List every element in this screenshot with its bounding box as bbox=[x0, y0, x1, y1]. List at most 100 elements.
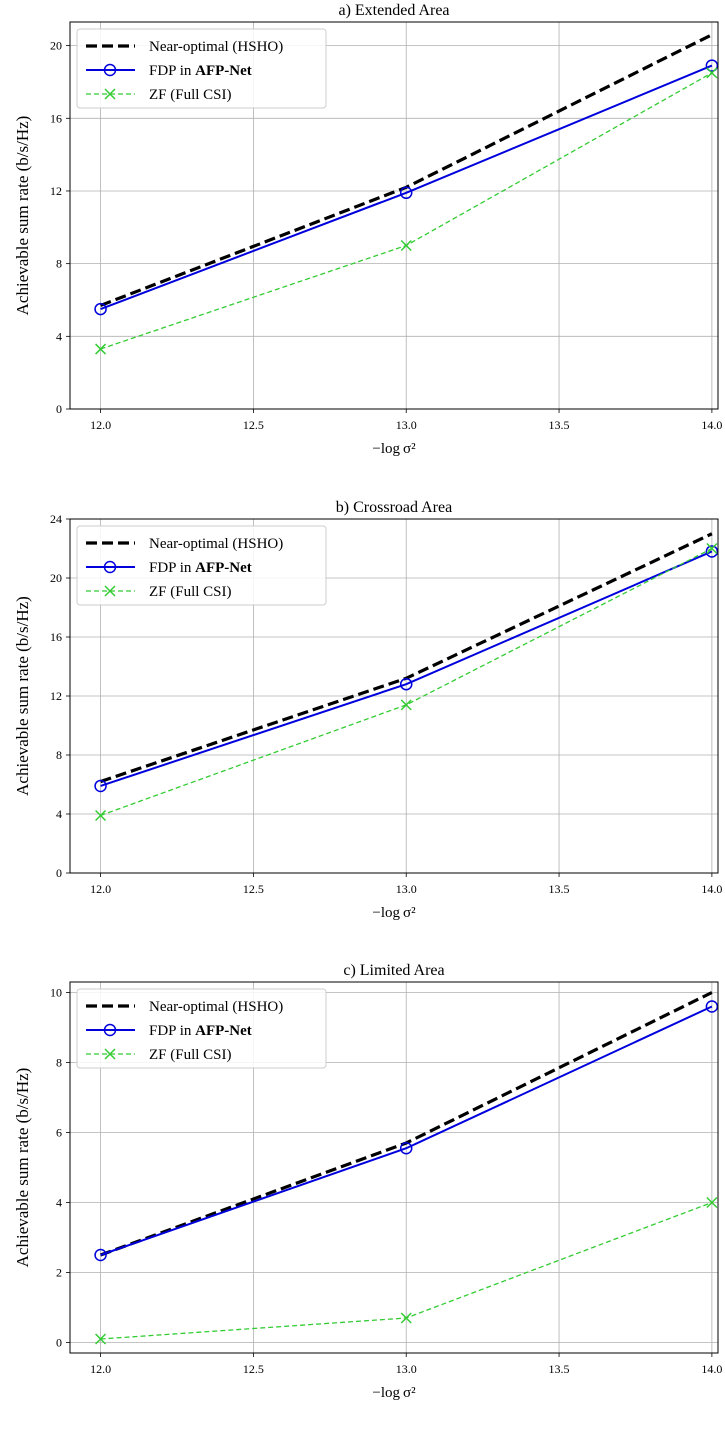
legend-marker-2 bbox=[103, 63, 117, 77]
chart-panel-1: a) Extended Area 12.0 12.5 13.0 13.5 14.0 0 4 8 1… bbox=[13, 2, 722, 457]
axes-frame bbox=[69, 21, 719, 410]
x-tick-label: 13.5 bbox=[549, 882, 570, 896]
legend-text: ZF (Full CSI) bbox=[149, 1047, 232, 1063]
legend-label-3: ZF (Full CSI) bbox=[149, 87, 232, 103]
y-tick-label: 8 bbox=[56, 1056, 62, 1070]
legend-text: FDP in bbox=[149, 63, 195, 79]
chart-title: a) Extended Area bbox=[338, 2, 449, 19]
legend-marker-3 bbox=[104, 1048, 116, 1060]
y-tick-label: 0 bbox=[56, 866, 62, 880]
plot-area bbox=[94, 532, 719, 822]
legend-text-bold: AFP-Net bbox=[195, 63, 252, 79]
y-tick-label: 8 bbox=[56, 257, 62, 271]
y-tick-label: 20 bbox=[50, 571, 62, 585]
legend-box bbox=[76, 988, 327, 1069]
series-point-2 bbox=[94, 1248, 107, 1262]
x-tick-label: 13.5 bbox=[549, 418, 570, 432]
y-tick-label: 0 bbox=[56, 402, 62, 416]
y-tick-label: 10 bbox=[50, 986, 62, 1000]
y-tick-label: 6 bbox=[56, 1126, 62, 1140]
legend-box bbox=[76, 525, 327, 606]
x-axis-label: −log σ² bbox=[372, 905, 416, 921]
series-point-3 bbox=[95, 1333, 107, 1345]
x-axis-label: −log σ² bbox=[372, 1385, 416, 1401]
chart-panel-2: b) Crossroad Area 12.0 12.5 13.0 13.5 14.0 0 4 8… bbox=[13, 499, 722, 921]
plot-area bbox=[94, 33, 719, 355]
legend-text: ZF (Full CSI) bbox=[149, 87, 232, 103]
legend-label-2: FDP in AFP-Net bbox=[149, 560, 252, 576]
series-point-3 bbox=[706, 1196, 718, 1209]
legend-marker-3 bbox=[104, 585, 116, 597]
series-point-3 bbox=[400, 1312, 412, 1324]
legend-label-1: Near-optimal (HSHO) bbox=[149, 39, 283, 55]
x-tick-label: 14.0 bbox=[701, 418, 722, 432]
x-tick-label: 12.5 bbox=[243, 882, 264, 896]
x-tick-label: 12.0 bbox=[90, 882, 111, 896]
legend: Near-optimal (HSHO) FDP in AFP-Net ZF (Ful… bbox=[76, 28, 327, 109]
y-axis-label: Achievable sum rate (b/s/Hz) bbox=[13, 116, 32, 316]
chart-title: b) Crossroad Area bbox=[336, 499, 452, 516]
series-point-2 bbox=[705, 59, 719, 72]
legend-label-3: ZF (Full CSI) bbox=[149, 584, 232, 600]
series-point-2 bbox=[94, 779, 107, 793]
series-line-2 bbox=[100, 550, 713, 787]
chart-title: c) Limited Area bbox=[343, 962, 444, 979]
legend-text: FDP in bbox=[149, 1023, 195, 1039]
x-tick-label: 12.5 bbox=[243, 418, 264, 432]
series-point-2 bbox=[94, 302, 107, 316]
legend-label-2: FDP in AFP-Net bbox=[149, 63, 252, 79]
chart-panel-3: c) Limited Area 12.0 12.5 13.0 13.5 14.0 0 2 4 6 8… bbox=[13, 962, 722, 1401]
y-tick-label: 4 bbox=[56, 1196, 62, 1210]
series-point-2 bbox=[399, 677, 413, 691]
x-tick-label: 13.0 bbox=[396, 882, 417, 896]
x-tick-label: 14.0 bbox=[701, 882, 722, 896]
series-point-2 bbox=[399, 1142, 413, 1155]
x-axis-label: −log σ² bbox=[372, 441, 416, 457]
y-tick-label: 16 bbox=[50, 630, 62, 644]
y-tick-label: 2 bbox=[56, 1266, 62, 1280]
legend: Near-optimal (HSHO) FDP in AFP-Net ZF (Ful… bbox=[76, 988, 327, 1069]
legend-text: Near-optimal (HSHO) bbox=[149, 39, 283, 55]
series-point-3 bbox=[400, 239, 412, 252]
series-line-2 bbox=[100, 64, 713, 311]
legend-text: ZF (Full CSI) bbox=[149, 584, 232, 600]
series-point-2 bbox=[705, 545, 719, 558]
x-tick-label: 12.0 bbox=[90, 1362, 111, 1376]
y-tick-label: 8 bbox=[56, 748, 62, 762]
series-point-3 bbox=[706, 542, 718, 555]
y-axis-label: Achievable sum rate (b/s/Hz) bbox=[13, 596, 32, 796]
legend-marker-2 bbox=[103, 560, 117, 574]
legend-label-2: FDP in AFP-Net bbox=[149, 1023, 252, 1039]
axes-frame bbox=[69, 981, 719, 1354]
series-point-2 bbox=[705, 1000, 719, 1013]
legend-label-3: ZF (Full CSI) bbox=[149, 1047, 232, 1063]
legend-marker-2 bbox=[103, 1023, 117, 1037]
y-tick-label: 4 bbox=[56, 329, 62, 343]
series-line-3 bbox=[100, 547, 713, 817]
series-line-2 bbox=[100, 1005, 713, 1256]
series-point-2 bbox=[399, 186, 413, 200]
legend-text-bold: AFP-Net bbox=[195, 1023, 252, 1039]
legend-text: Near-optimal (HSHO) bbox=[149, 536, 283, 552]
series-point-3 bbox=[95, 809, 107, 822]
y-tick-label: 24 bbox=[50, 512, 62, 526]
legend-marker-3 bbox=[104, 88, 116, 100]
x-tick-label: 12.0 bbox=[90, 418, 111, 432]
x-tick-label: 14.0 bbox=[701, 1362, 722, 1376]
legend-text-bold: AFP-Net bbox=[195, 560, 252, 576]
y-tick-label: 20 bbox=[50, 39, 62, 53]
legend-label-1: Near-optimal (HSHO) bbox=[149, 999, 283, 1015]
legend-box bbox=[76, 28, 327, 109]
legend-text: Near-optimal (HSHO) bbox=[149, 999, 283, 1015]
series-point-3 bbox=[400, 699, 412, 711]
axes-frame bbox=[69, 518, 719, 874]
legend: Near-optimal (HSHO) FDP in AFP-Net ZF (Ful… bbox=[76, 525, 327, 606]
y-tick-label: 4 bbox=[56, 807, 62, 821]
plot-area bbox=[94, 991, 719, 1345]
y-tick-label: 12 bbox=[50, 184, 62, 198]
x-tick-label: 13.0 bbox=[396, 1362, 417, 1376]
y-tick-label: 0 bbox=[56, 1336, 62, 1350]
legend-text: FDP in bbox=[149, 560, 195, 576]
